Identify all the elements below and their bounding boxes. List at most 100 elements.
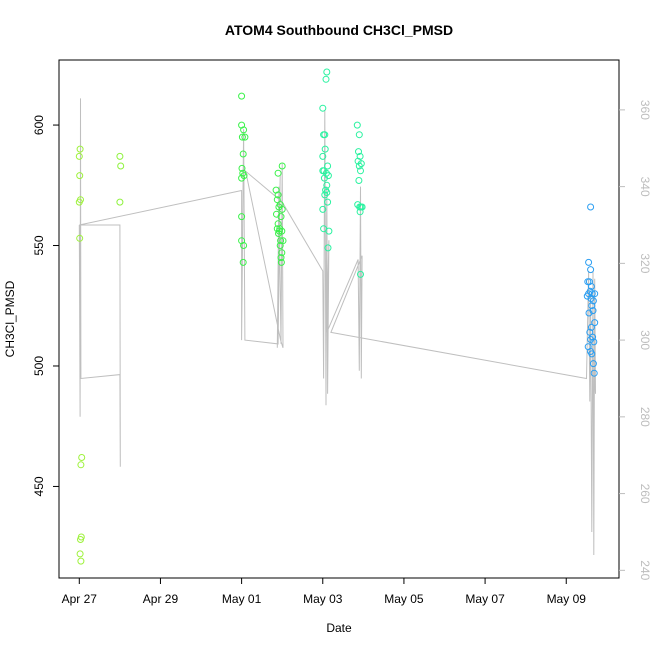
data-point [320, 174, 328, 182]
data-point [76, 234, 84, 242]
data-point [274, 220, 282, 228]
y-tick-label: 450 [32, 476, 46, 496]
data-point [355, 177, 363, 184]
data-point [239, 258, 247, 266]
data-point [357, 167, 364, 175]
data-point [356, 208, 364, 216]
data-point [319, 104, 327, 112]
data-point [278, 162, 286, 170]
data-point [76, 550, 84, 558]
data-point [77, 536, 84, 543]
x-tick-label: May 07 [465, 592, 505, 606]
data-point [277, 258, 285, 266]
y2-tick-label: 340 [638, 177, 650, 197]
data-point [589, 297, 597, 305]
data-point [583, 292, 591, 300]
x-tick-label: May 01 [222, 592, 262, 606]
x-tick-label: Apr 29 [143, 592, 179, 606]
data-point [278, 205, 286, 213]
data-point [587, 295, 595, 302]
data-point [322, 75, 330, 83]
data-point [587, 203, 595, 211]
plot-area-frame [58, 59, 620, 579]
y2-tick-label: 300 [638, 330, 650, 350]
data-point [238, 133, 246, 141]
data-point [587, 323, 595, 331]
data-point [590, 369, 598, 377]
data-point [278, 249, 286, 257]
data-point [78, 454, 86, 461]
data-point [238, 92, 246, 100]
data-point [585, 258, 593, 266]
data-point [320, 167, 328, 175]
data-point [591, 319, 599, 327]
data-point [323, 189, 331, 196]
y-tick-label: 550 [32, 235, 46, 255]
data-point [277, 254, 285, 262]
data-point [76, 172, 84, 180]
y-axis-label: CH3Cl_PMSD [3, 280, 17, 357]
data-point [324, 162, 332, 170]
x-tick-label: May 09 [547, 592, 587, 606]
data-point [587, 283, 595, 290]
data-point [240, 126, 248, 134]
data-point [323, 181, 331, 189]
y-axis-right: 240 260 280 300 320 340 360 [619, 100, 650, 581]
data-point [588, 302, 596, 310]
y2-tick-label: 320 [638, 253, 650, 273]
data-point [274, 191, 282, 199]
secondary-line [78, 98, 596, 556]
scatter-series [75, 68, 599, 565]
data-point [116, 152, 124, 160]
data-point [319, 152, 327, 160]
data-point [277, 213, 285, 221]
data-point [75, 152, 83, 160]
data-point [587, 266, 595, 274]
y-axis-left: 450 500 550 600 [32, 115, 59, 496]
data-point [588, 350, 596, 358]
y2-tick-label: 360 [638, 100, 650, 120]
data-point [277, 237, 285, 245]
data-point [116, 198, 124, 206]
x-tick-label: May 03 [303, 592, 343, 606]
data-point [324, 198, 332, 206]
data-point [355, 148, 362, 156]
secondary-line-series [78, 98, 596, 556]
data-point [76, 145, 84, 153]
x-tick-label: May 05 [384, 592, 424, 606]
y2-tick-label: 240 [638, 560, 650, 580]
data-point [240, 242, 248, 249]
data-point [77, 461, 85, 469]
x-axis: Apr 27 Apr 29 May 01 May 03 May 05 May 07 May … [62, 578, 587, 606]
data-point [238, 164, 246, 172]
data-point [355, 131, 363, 139]
data-point [276, 242, 284, 249]
y-tick-label: 600 [32, 115, 46, 135]
x-tick-label: Apr 27 [62, 592, 98, 606]
data-point [325, 227, 333, 235]
data-point [357, 270, 364, 278]
data-point [77, 557, 85, 565]
data-point [353, 121, 361, 129]
data-point [584, 278, 592, 286]
data-point [117, 162, 125, 170]
data-point [590, 338, 598, 346]
data-point [241, 133, 249, 141]
data-point [239, 150, 247, 158]
data-point [274, 169, 282, 177]
data-point [321, 145, 329, 153]
data-point [591, 290, 599, 298]
data-point [323, 68, 331, 76]
data-point [355, 162, 363, 170]
x-axis-label: Date [326, 621, 352, 635]
y-tick-label: 500 [32, 356, 46, 376]
data-point [238, 213, 246, 221]
data-point [321, 131, 329, 139]
y2-tick-label: 280 [638, 407, 650, 427]
data-point [75, 198, 83, 206]
data-point [324, 244, 332, 252]
y2-tick-label: 260 [638, 484, 650, 504]
data-point [589, 360, 597, 368]
data-point [585, 309, 593, 317]
